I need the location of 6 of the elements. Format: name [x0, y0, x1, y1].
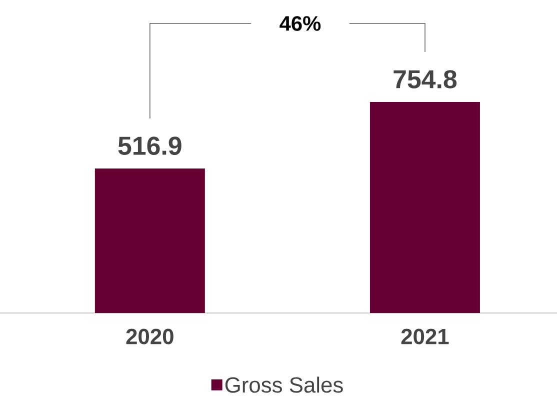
x-tick-label: 2021 [401, 328, 449, 344]
x-tick-label: 2020 [126, 328, 174, 344]
data-label: 754.8 [394, 70, 457, 88]
data-label: 516.9 [118, 136, 182, 155]
legend-label: Gross Sales [225, 376, 343, 393]
text: 46% [280, 16, 321, 31]
